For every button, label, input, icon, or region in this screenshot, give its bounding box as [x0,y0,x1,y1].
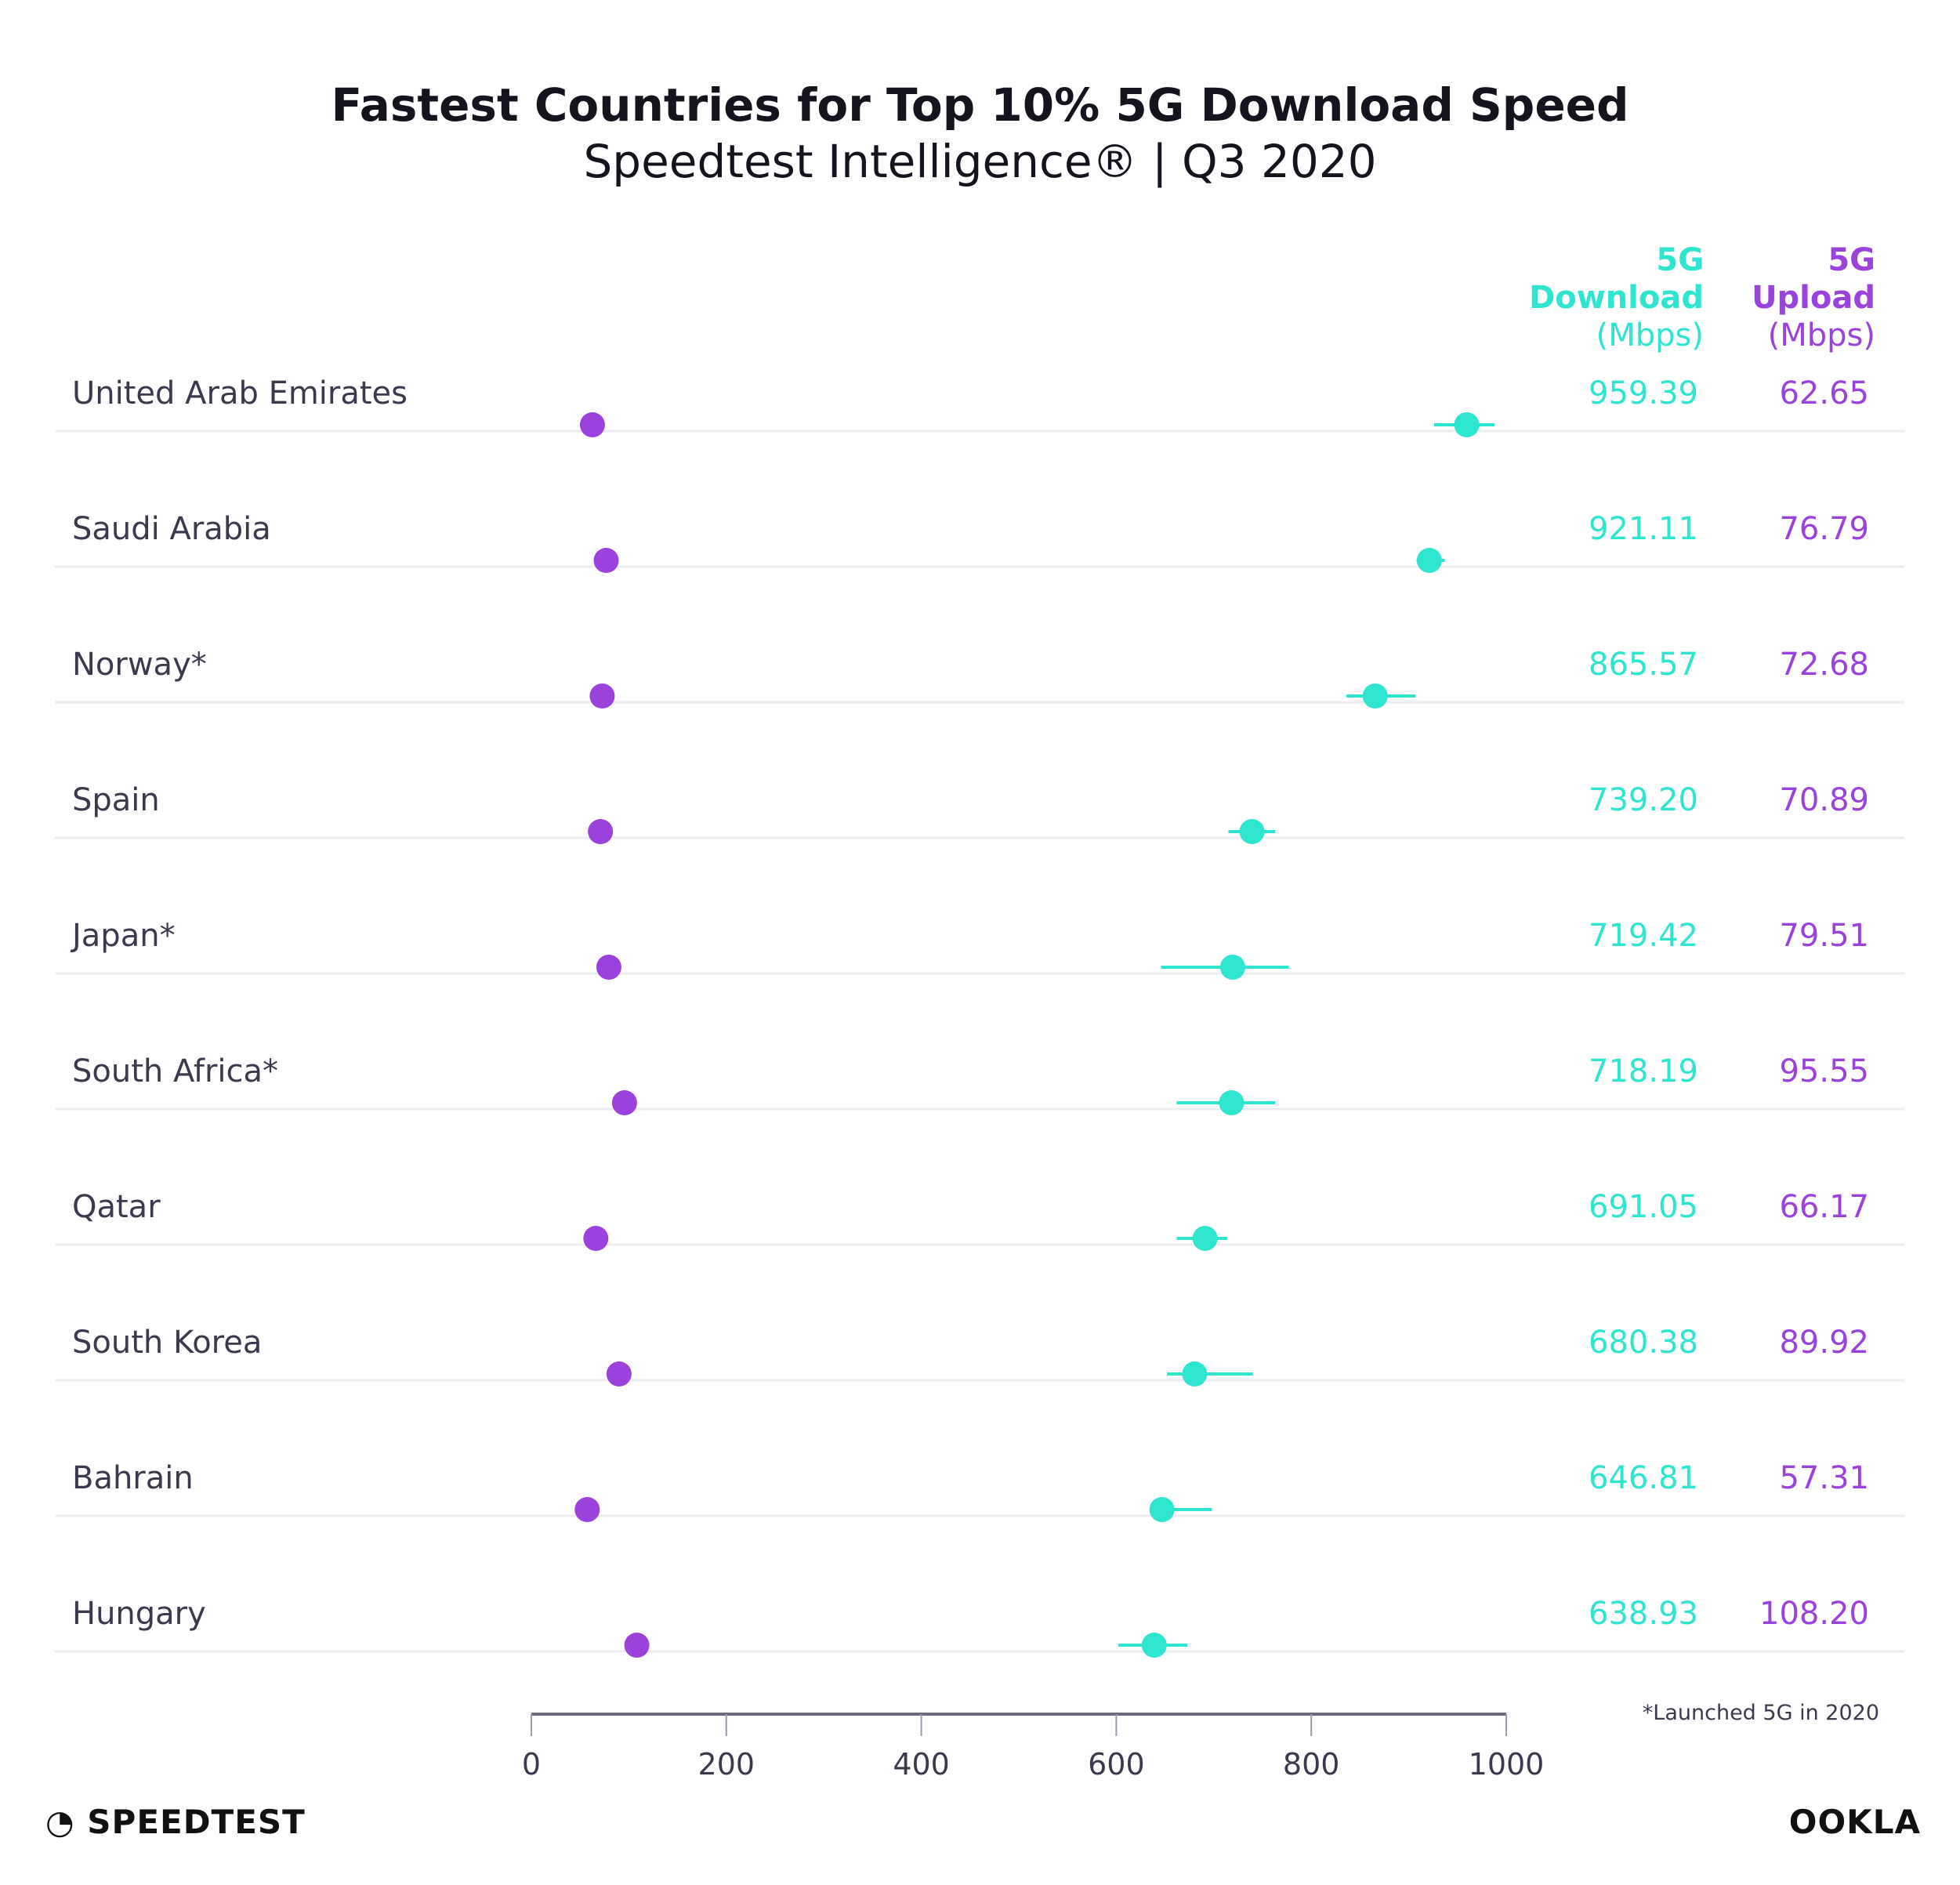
x-tick-label: 1000 [1469,1747,1545,1782]
country-label: South Korea [72,1325,262,1361]
upload-dot [596,955,621,980]
download-dot [1219,1090,1244,1115]
download-value-label: 718.19 [1589,1053,1698,1089]
speedometer-icon: ◔ [45,1803,75,1841]
country-label: Norway* [72,647,207,683]
upload-dot [611,1090,637,1115]
download-value-label: 865.57 [1589,647,1698,683]
upload-dot [624,1633,650,1658]
country-label: South Africa* [72,1053,278,1089]
upload-dot [606,1361,632,1387]
x-tick-label: 400 [893,1747,950,1782]
upload-column-header: 5G Upload (Mbps) [1752,241,1875,354]
ookla-logo: OOKLA [1788,1803,1921,1841]
country-label: United Arab Emirates [72,375,408,411]
download-value-label: 921.11 [1589,511,1698,547]
download-header-line2: Download [1529,280,1704,316]
country-label: Bahrain [72,1460,194,1496]
download-value-label: 638.93 [1589,1596,1698,1632]
upload-dot [589,683,615,709]
upload-value-label: 57.31 [1779,1460,1869,1496]
upload-value-label: 72.68 [1779,647,1869,683]
download-dot [1149,1497,1175,1522]
download-value-label: 691.05 [1589,1189,1698,1225]
upload-value-label: 108.20 [1759,1596,1869,1632]
upload-header-unit: (Mbps) [1767,317,1875,353]
download-dot [1454,412,1480,437]
chart-subtitle: Speedtest Intelligence® | Q3 2020 [583,135,1377,188]
footnote: *Launched 5G in 2020 [1642,1701,1879,1725]
download-value-label: 959.39 [1589,375,1698,411]
download-dot [1141,1633,1167,1658]
country-label: Qatar [72,1189,161,1225]
download-value-label: 680.38 [1589,1325,1698,1361]
download-dot [1239,819,1265,844]
download-header-line1: 5G [1656,242,1704,278]
x-tick-label: 0 [522,1747,541,1782]
country-label: Hungary [72,1596,206,1632]
download-value-label: 719.42 [1589,918,1698,954]
download-value-label: 739.20 [1589,782,1698,818]
download-header-unit: (Mbps) [1596,317,1704,353]
download-dot [1219,955,1245,980]
country-label: Spain [72,782,160,818]
country-label: Saudi Arabia [72,511,271,547]
upload-dot [588,819,614,844]
upload-value-label: 89.92 [1779,1325,1869,1361]
download-dot [1192,1226,1218,1251]
download-value-label: 646.81 [1589,1460,1698,1496]
upload-dot [593,548,619,573]
x-tick-label: 200 [698,1747,755,1782]
upload-header-line2: Upload [1752,280,1875,316]
upload-value-label: 62.65 [1779,375,1869,411]
speedtest-logo-text: SPEEDTEST [87,1803,306,1841]
upload-dot [574,1497,600,1522]
upload-value-label: 95.55 [1779,1053,1869,1089]
upload-value-label: 76.79 [1779,511,1869,547]
upload-value-label: 66.17 [1779,1189,1869,1225]
upload-dot [583,1226,609,1251]
upload-dot [579,412,605,437]
upload-value-label: 79.51 [1779,918,1869,954]
x-tick-label: 600 [1088,1747,1145,1782]
country-label: Japan* [70,918,176,954]
upload-header-line1: 5G [1828,242,1875,278]
download-dot [1416,548,1442,573]
download-dot [1362,683,1388,709]
speedtest-logo: ◔ SPEEDTEST [45,1803,306,1841]
upload-value-label: 70.89 [1779,782,1869,818]
download-dot [1182,1361,1208,1387]
x-tick-label: 800 [1283,1747,1340,1782]
download-column-header: 5G Download (Mbps) [1529,241,1704,354]
chart-title: Fastest Countries for Top 10% 5G Downloa… [331,78,1629,132]
